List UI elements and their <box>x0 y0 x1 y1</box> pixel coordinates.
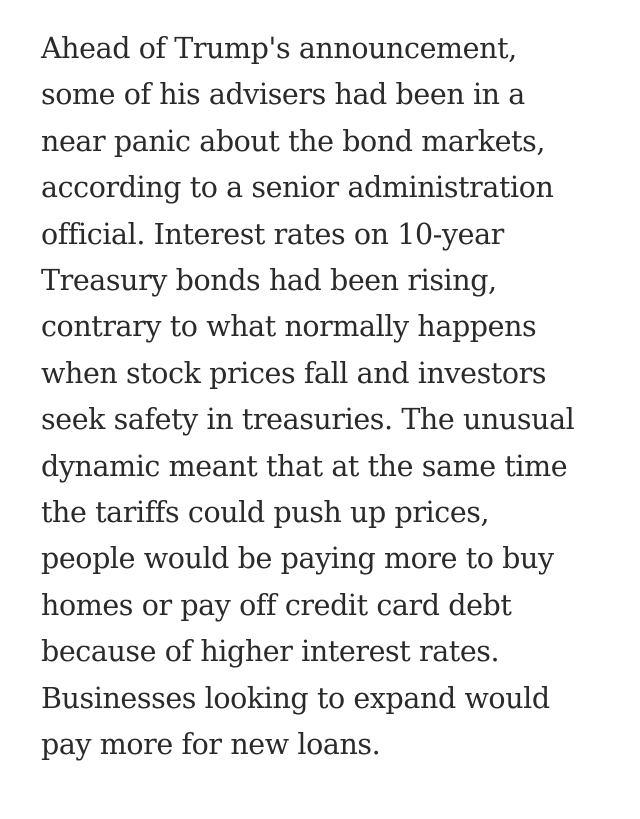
paragraph-line-11: the tariffs could push up prices, <box>41 496 490 530</box>
paragraph-line-9: seek safety in treasuries. The unusual <box>41 403 575 437</box>
paragraph-line-1: Ahead of Trump's announcement, <box>41 32 517 65</box>
paragraph-line-16: pay more for new loans. <box>41 728 381 762</box>
paragraph-line-5: official. Interest rates on 10-year <box>41 217 504 251</box>
paragraph-line-14: because of higher interest rates. <box>41 635 500 669</box>
article-paragraph: Ahead of Trump's announcement, some of h… <box>41 26 621 769</box>
paragraph-line-15: Businesses looking to expand would <box>41 681 550 715</box>
paragraph-line-4: according to a senior administration <box>41 171 554 205</box>
paragraph-line-8: when stock prices fall and investors <box>41 356 547 390</box>
paragraph-line-3: near panic about the bond markets, <box>41 124 545 158</box>
paragraph-line-6: Treasury bonds had been rising, <box>41 264 497 298</box>
paragraph-line-12: people would be paying more to buy <box>41 542 554 576</box>
paragraph-line-7: contrary to what normally happens <box>41 310 537 344</box>
paragraph-line-13: homes or pay off credit card debt <box>41 588 512 622</box>
paragraph-line-2: some of his advisers had been in a <box>41 78 525 112</box>
paragraph-line-10: dynamic meant that at the same time <box>41 449 568 483</box>
